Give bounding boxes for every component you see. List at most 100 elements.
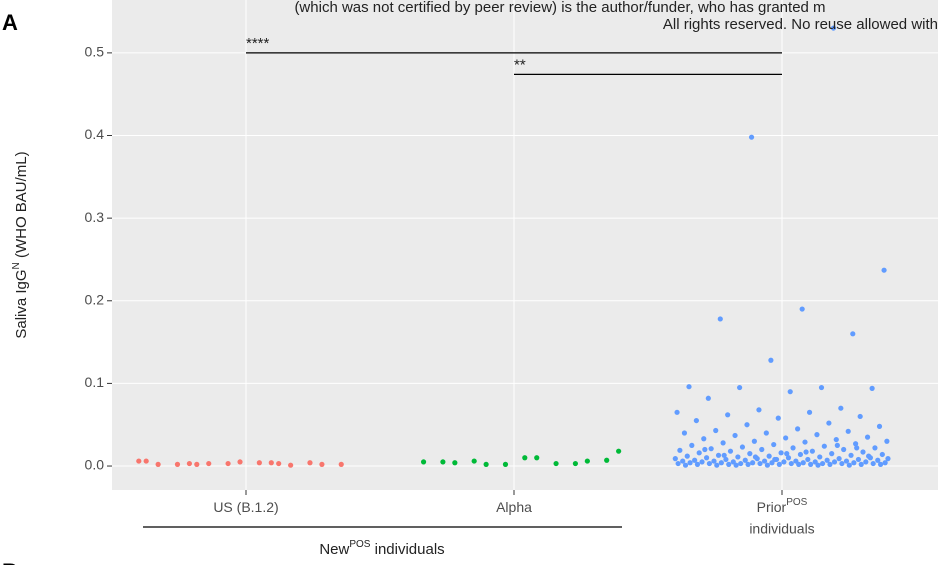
point [681,430,688,436]
point [672,456,678,462]
point [616,448,622,454]
x-tick-text: Prior [757,499,787,515]
point [553,460,559,467]
point [675,460,681,467]
point [338,461,344,467]
point [725,412,731,418]
point [502,461,509,467]
point [483,461,489,467]
point [784,451,790,457]
point [572,460,579,467]
point [790,445,796,451]
y-axis-label: Saliva IgGN (WHO BAU/mL) [11,151,30,338]
point [717,316,723,322]
point [686,384,692,390]
point [307,460,313,466]
point [860,449,866,455]
point [877,461,884,467]
point [831,459,838,465]
point [876,423,883,429]
point [787,389,793,395]
point [783,435,789,441]
point [522,455,528,461]
point [775,415,781,421]
point [750,460,756,466]
point [471,458,477,464]
point [884,438,890,444]
point [711,458,717,464]
point [776,461,782,467]
point [420,459,427,465]
point [186,460,193,467]
x-tick-label: US (B.1.2) [213,499,278,515]
point [803,449,809,455]
point [850,331,856,337]
point [721,452,727,458]
point [699,459,705,465]
point [830,25,837,31]
point [687,460,693,466]
x-tick-label-line2: individuals [749,521,814,537]
point [805,456,811,463]
point [764,462,771,468]
point [706,460,713,467]
point [194,461,200,467]
y-tick-label: 0.5 [85,44,105,60]
point [809,448,815,454]
x-tick-label: Alpha [496,499,532,515]
point [802,439,808,445]
point [693,417,699,424]
point [757,460,763,467]
y-tick-label: 0.4 [85,126,105,142]
point [268,460,274,466]
point [795,426,801,432]
point [745,461,751,467]
point [778,450,784,456]
point [781,459,787,465]
point [733,462,739,468]
point [752,454,759,460]
point [705,395,711,401]
point [682,462,689,468]
point [713,427,719,434]
point [701,436,707,442]
point [720,440,726,446]
point [738,460,744,467]
point [829,451,835,457]
x-tick-label: PriorPOS [757,497,808,515]
point [696,450,702,456]
point [854,445,860,451]
point [853,441,859,447]
point [845,428,851,434]
point [838,405,844,411]
point [818,384,825,391]
point [739,444,746,450]
point [834,442,840,448]
point [879,451,885,458]
point [870,460,876,467]
point [839,460,845,467]
point [827,461,833,467]
point [881,267,887,273]
point [863,459,869,465]
point [726,461,732,467]
y-tick-label: 0.2 [85,291,105,307]
point [875,457,881,463]
point [833,436,839,443]
point [821,443,827,449]
point [694,461,701,467]
significance-label: ** [514,56,526,73]
point [759,446,765,453]
point [256,460,262,466]
point [744,422,750,428]
point [808,461,814,467]
point [815,462,821,468]
point [584,458,590,464]
point [882,460,888,466]
x-tick-sup: POS [786,497,807,508]
point [858,461,864,467]
point [288,462,294,468]
point [846,462,852,468]
point [824,457,830,463]
